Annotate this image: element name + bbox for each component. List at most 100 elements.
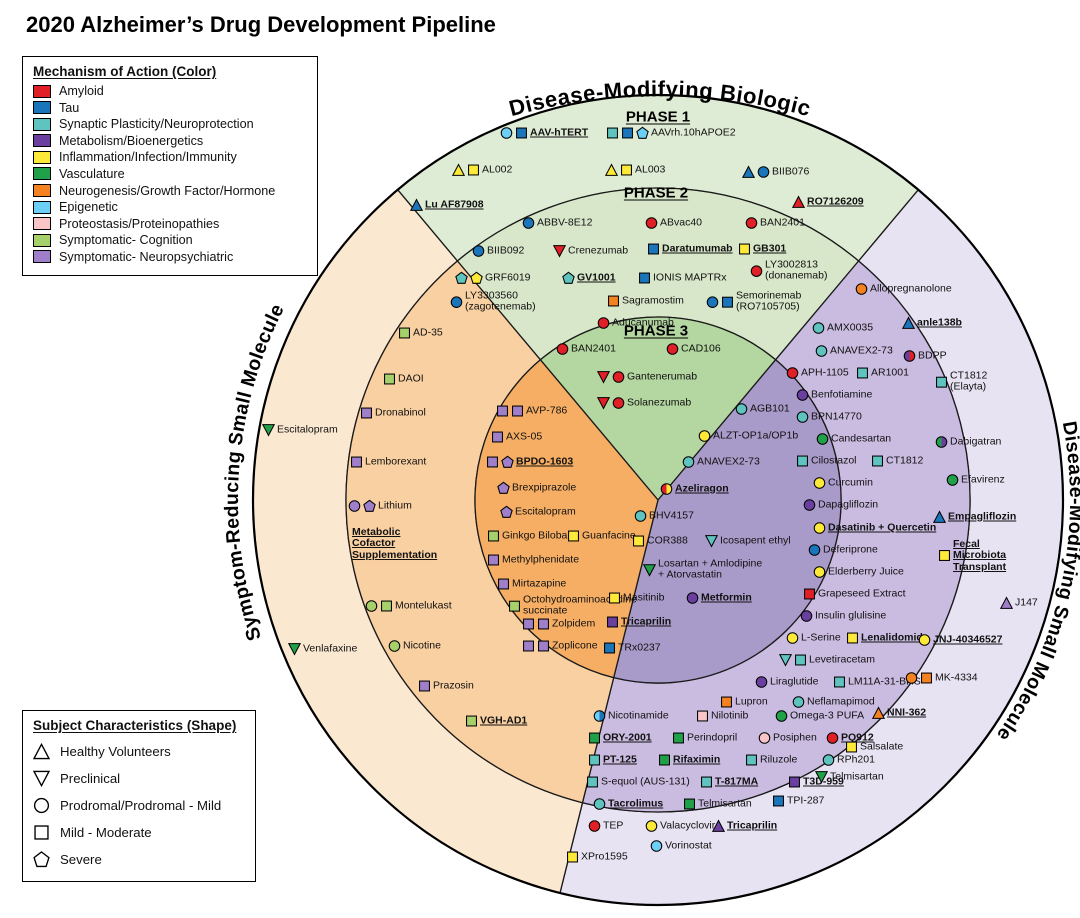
triangle-up-icon <box>605 163 618 176</box>
drug-item: Salsalate <box>845 740 904 754</box>
drug-label: Daratumumab <box>662 242 733 255</box>
drug-label: T-817MA <box>715 775 759 788</box>
square-icon <box>468 164 479 176</box>
drug-label: Mirtazapine <box>512 577 567 590</box>
drug-item: GV1001 <box>562 271 616 285</box>
drug-item: Lupron <box>720 695 768 709</box>
circle-icon <box>758 732 771 744</box>
phase-3-label: PHASE 3 <box>623 322 689 340</box>
triangle-down-icon <box>288 643 301 656</box>
drug-item: Solanezumab <box>597 396 691 410</box>
drug-label: Masitinib <box>623 591 665 604</box>
drug-item: Valacyclovir <box>645 819 715 833</box>
drug-item: VGH-AD1 <box>465 714 527 728</box>
color-legend-row: Synaptic Plasticity/Neuroprotection <box>33 117 307 131</box>
drug-label: LY3002813 (donanemab) <box>765 258 828 282</box>
square-icon <box>648 243 659 255</box>
drug-label: Metformin <box>701 591 752 604</box>
pentagon-icon <box>501 455 514 468</box>
circle-icon <box>813 477 826 489</box>
drug-label: Salsalate <box>860 740 904 753</box>
drug-label: Telmisartan <box>830 770 884 783</box>
square-icon <box>492 431 503 443</box>
drug-label: BIIB092 <box>487 244 525 257</box>
circle-icon <box>472 245 485 257</box>
drug-item: Tacrolimus <box>593 797 663 811</box>
legend-label: Inflammation/Infection/Immunity <box>59 150 237 165</box>
legend-label: Proteostasis/Proteinopathies <box>59 216 220 231</box>
square-icon <box>607 616 618 628</box>
drug-item: Omega-3 PUFA <box>775 709 864 723</box>
square-icon <box>609 592 620 604</box>
square-icon <box>795 654 806 666</box>
circle-icon <box>645 217 658 229</box>
square-icon <box>381 600 392 612</box>
drug-label: DAOI <box>398 372 424 385</box>
drug-label: Elderberry Juice <box>828 565 904 578</box>
drug-item: Deferiprone <box>808 543 878 557</box>
square-icon <box>847 632 858 644</box>
drug-label: Fecal Microbiota Transplant <box>953 538 1007 573</box>
square-icon <box>567 851 578 863</box>
circle-icon <box>745 217 758 229</box>
legend-label: Healthy Volunteers <box>60 744 171 759</box>
square-icon <box>509 600 520 612</box>
circle-icon <box>808 544 821 556</box>
drug-item: BPN14770 <box>796 410 862 424</box>
drug-label: anle138b <box>917 316 962 329</box>
drug-item: Brexpiprazole <box>497 481 576 495</box>
drug-item: Insulin glulisine <box>800 609 886 623</box>
drug-label: AL003 <box>635 163 666 176</box>
circle-icon <box>775 710 788 722</box>
drug-label: Dapagliflozin <box>818 498 879 511</box>
drug-label: Lithium <box>378 499 412 512</box>
drug-label: Liraglutide <box>770 675 819 688</box>
drug-item: Metabolic Cofactor Supplementation <box>352 526 437 561</box>
circle-icon <box>855 283 868 295</box>
drug-item: Telmisartan <box>683 797 752 811</box>
shape-legend-row: Severe <box>33 846 245 873</box>
color-swatch <box>33 167 51 181</box>
pentagon-icon <box>470 271 483 284</box>
color-legend-row: Symptomatic- Neuropsychiatric <box>33 250 307 264</box>
circle-icon <box>757 166 770 178</box>
circle-icon <box>903 350 916 362</box>
drug-label: BPDO-1603 <box>516 455 574 468</box>
drug-label: IONIS MAPTRx <box>653 271 727 284</box>
drug-item: Escitalopram <box>262 423 338 437</box>
drug-label: BPN14770 <box>811 410 862 423</box>
drug-label: AAV-hTERT <box>530 126 589 139</box>
square-icon <box>639 272 650 284</box>
shape-legend-row: Preclinical <box>33 765 245 792</box>
drug-label: Nicotine <box>403 639 441 652</box>
drug-label: AXS-05 <box>506 430 543 443</box>
drug-label: Benfotiamine <box>811 388 873 401</box>
circle-icon <box>816 433 829 445</box>
drug-label: Losartan + Amlodipine + Atorvastatin <box>658 557 763 581</box>
drug-item: Ginkgo Biloba <box>487 529 568 543</box>
drug-item: Liraglutide <box>755 675 819 689</box>
drug-item: AD-35 <box>398 326 443 340</box>
drug-item: Dronabinol <box>360 406 426 420</box>
square-icon <box>797 455 808 467</box>
triangle-up-icon <box>902 316 915 329</box>
drug-item: T3D-959 <box>788 775 844 789</box>
drug-label: Curcumin <box>828 476 873 489</box>
color-legend-row: Metabolism/Bioenergetics <box>33 134 307 148</box>
drug-label: ORY-2001 <box>603 731 652 744</box>
legend-label: Severe <box>60 852 102 867</box>
drug-label: LY3303560 (zagotenemab) <box>465 289 536 313</box>
square-icon <box>659 754 670 766</box>
color-legend-row: Inflammation/Infection/Immunity <box>33 150 307 164</box>
drug-label: APH-1105 <box>801 366 849 379</box>
drug-label: Riluzole <box>760 753 798 766</box>
drug-label: Ginkgo Biloba <box>502 529 568 542</box>
circle-icon <box>800 610 813 622</box>
color-legend-row: Vasculature <box>33 167 307 181</box>
drug-item: LM11A-31-BHS <box>833 675 921 689</box>
drug-item: Nicotinamide <box>593 709 669 723</box>
triangle-up-icon <box>410 198 423 211</box>
drug-label: NNI-362 <box>887 706 927 719</box>
square-icon <box>739 243 750 255</box>
drug-label: AAVrh.10hAPOE2 <box>651 126 736 139</box>
